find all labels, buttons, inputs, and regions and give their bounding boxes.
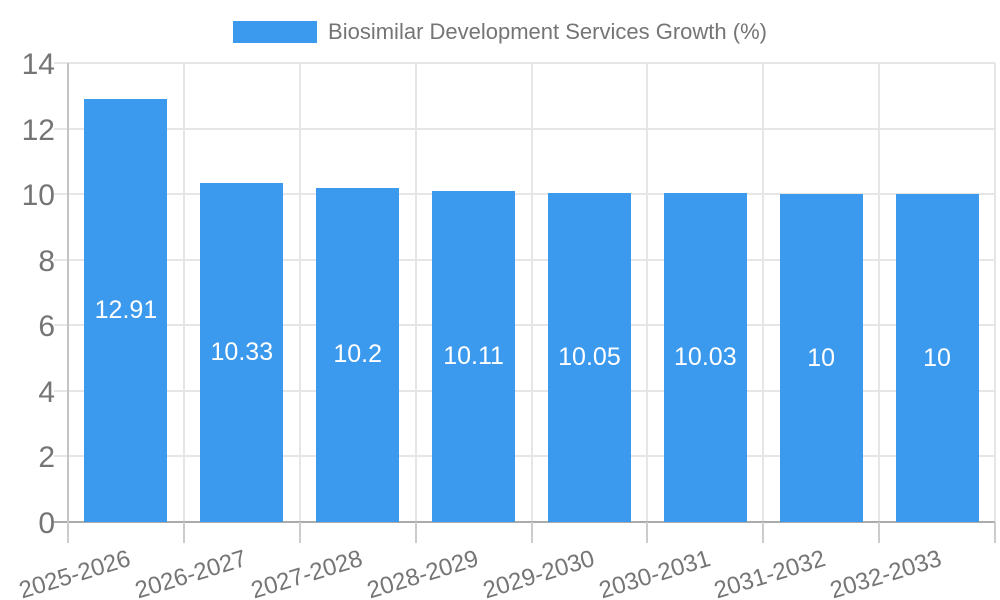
bar-value-label: 10.03 — [674, 343, 737, 372]
x-axis-tick — [414, 522, 417, 543]
legend: Biosimilar Development Services Growth (… — [0, 19, 1000, 45]
legend-label: Biosimilar Development Services Growth (… — [328, 19, 767, 44]
y-axis-label: 10 — [21, 179, 55, 213]
bar[interactable]: 10 — [779, 194, 863, 522]
y-axis-label: 2 — [38, 441, 55, 475]
plot-area: 0 2 4 6 8 10 12 14 12.91 10.33 10.2 10.11 10.05 10.03… — [16, 50, 996, 600]
gridline-vertical — [646, 63, 649, 522]
x-axis-tick — [182, 522, 185, 543]
bar-value-label: 10.05 — [558, 342, 621, 371]
bar-value-label: 10.33 — [210, 338, 274, 367]
y-axis-label: 4 — [38, 375, 55, 409]
legend-item[interactable]: Biosimilar Development Services Growth (… — [233, 19, 767, 45]
legend-swatch-icon — [233, 21, 318, 43]
gridline-horizontal — [54, 324, 995, 327]
x-axis-tick — [67, 522, 69, 543]
x-axis-line — [54, 521, 995, 523]
gridline-vertical — [994, 63, 996, 522]
bar[interactable]: 10.11 — [432, 190, 516, 522]
x-axis-label: 2032-2033 — [827, 545, 945, 600]
bar[interactable]: 10.03 — [663, 193, 747, 522]
bar[interactable]: 10 — [895, 194, 979, 522]
x-axis-tick — [646, 522, 649, 543]
x-axis-tick — [994, 522, 996, 543]
y-axis-label: 8 — [38, 244, 55, 278]
gridline-horizontal — [54, 62, 995, 64]
y-axis-label: 12 — [21, 113, 55, 147]
x-axis-label: 2029-2030 — [479, 545, 598, 600]
x-axis-label: 2026-2027 — [132, 545, 250, 600]
x-axis-tick — [762, 522, 765, 543]
x-axis-label: 2028-2029 — [363, 545, 482, 600]
y-axis-line — [67, 63, 69, 543]
y-axis-label: 14 — [21, 48, 55, 81]
x-axis-label: 2027-2028 — [247, 545, 366, 600]
x-axis-label: 2031-2032 — [711, 545, 830, 600]
gridline-vertical — [762, 63, 765, 522]
bar[interactable]: 10.2 — [316, 187, 400, 522]
bar-value-label: 10.2 — [333, 340, 383, 369]
bar-value-label: 10 — [807, 343, 836, 372]
gridline-vertical — [878, 63, 881, 522]
bar-value-label: 10.11 — [443, 341, 504, 370]
bar-value-label: 12.91 — [94, 295, 158, 324]
gridline-horizontal — [54, 193, 995, 196]
gridline-vertical — [298, 63, 301, 522]
x-axis-label: 2030-2031 — [595, 545, 714, 600]
y-axis-label: 6 — [38, 310, 55, 344]
gridline-horizontal — [54, 258, 995, 261]
gridline-horizontal — [54, 127, 995, 130]
gridline-horizontal — [54, 455, 995, 458]
bar[interactable]: 12.91 — [84, 98, 168, 522]
gridline-vertical — [414, 63, 417, 522]
gridline-horizontal — [54, 389, 995, 392]
gridline-vertical — [530, 63, 533, 522]
bar[interactable]: 10.05 — [547, 192, 631, 522]
x-axis-tick — [298, 522, 301, 543]
y-axis-label: 0 — [38, 507, 55, 540]
bar[interactable]: 10.33 — [200, 183, 284, 522]
x-axis-tick — [878, 522, 881, 543]
x-axis-tick — [530, 522, 533, 543]
bar-value-label: 10 — [923, 343, 951, 372]
x-axis-label: 2025-2026 — [16, 545, 134, 600]
gridline-vertical — [182, 63, 185, 522]
